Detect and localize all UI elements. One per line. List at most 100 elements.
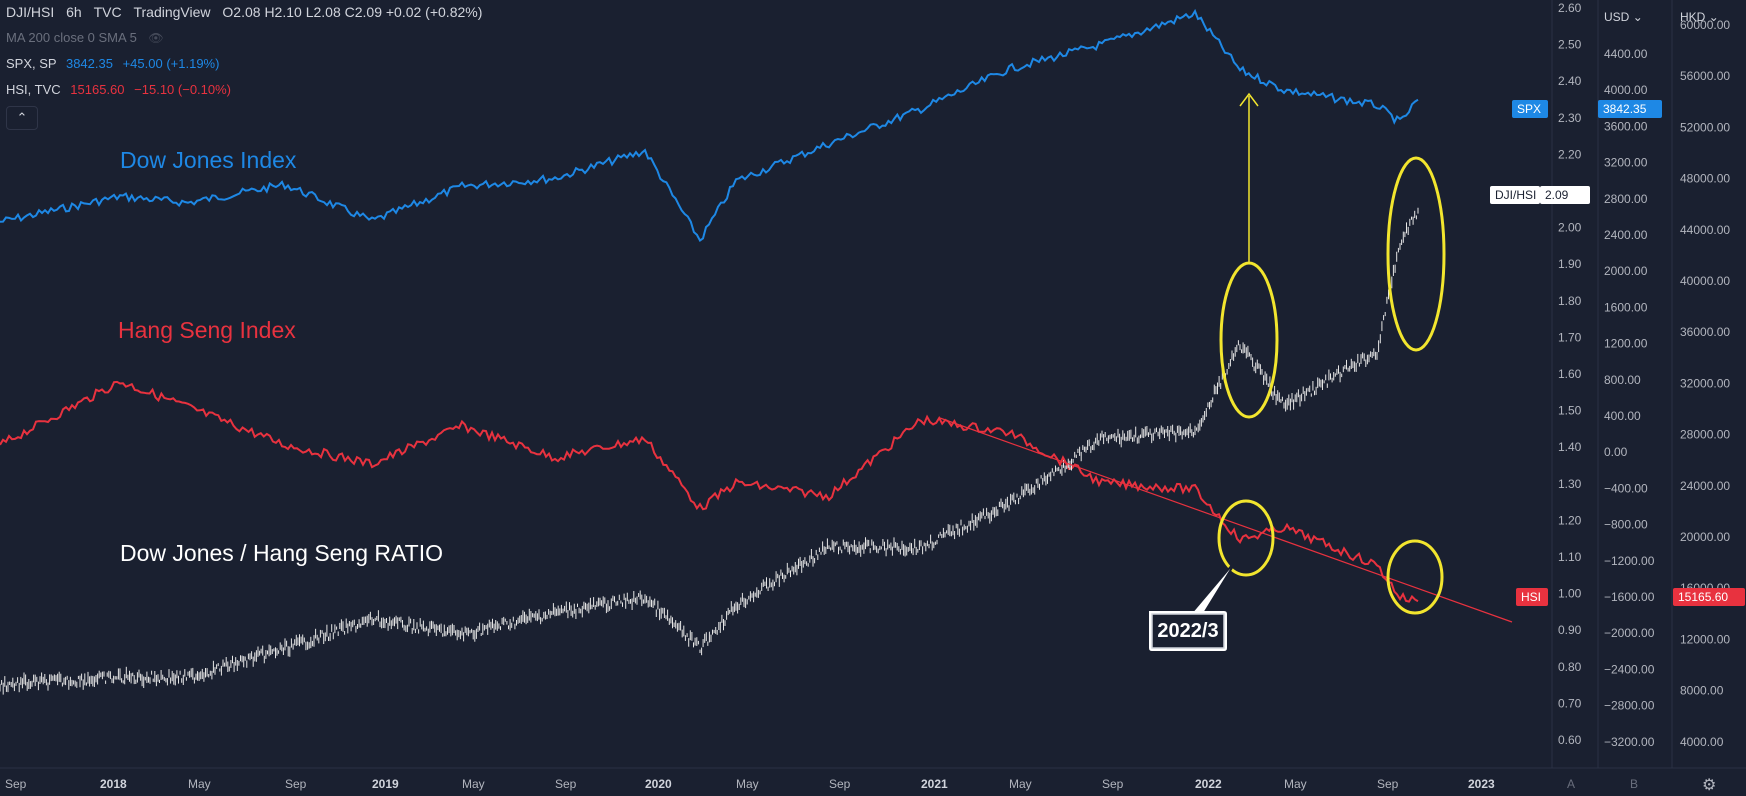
usd-axis-tick: 4400.00 bbox=[1604, 47, 1648, 61]
spx-name-tag-bg bbox=[1512, 100, 1548, 118]
highlight-ellipse-2022-hsi[interactable] bbox=[1217, 499, 1275, 577]
usd-currency-selector[interactable]: USD ⌄ bbox=[1604, 10, 1643, 24]
ratio-name-tag-bg bbox=[1490, 186, 1540, 204]
arrow-head-icon bbox=[1239, 92, 1259, 107]
usd-axis-tick: 2800.00 bbox=[1604, 192, 1648, 206]
ratio-axis-tick: 1.00 bbox=[1558, 587, 1582, 601]
hsi-name-tag-text: HSI bbox=[1521, 590, 1541, 604]
ratio-axis-tick: 1.50 bbox=[1558, 404, 1582, 418]
hkd-axis-tick: 52000.00 bbox=[1680, 120, 1730, 134]
time-axis-tick: 2018 bbox=[100, 777, 127, 791]
legend-hsi-value: 15165.60 bbox=[70, 82, 125, 97]
hsi-name-tag[interactable]: HSI bbox=[1516, 588, 1548, 606]
time-axis-tick: 2019 bbox=[372, 777, 399, 791]
usd-axis-tick: −1600.00 bbox=[1604, 590, 1655, 604]
legend-collapse-button[interactable]: ⌃ bbox=[6, 106, 38, 130]
legend-ma-text: MA 200 close 0 SMA 5 bbox=[6, 30, 137, 45]
usd-axis-tick: −1200.00 bbox=[1604, 554, 1655, 568]
spx-name-tag[interactable]: SPX bbox=[1512, 100, 1548, 118]
highlight-ellipse-2022-10-ratio[interactable] bbox=[1386, 156, 1446, 352]
time-axis-tick: Sep bbox=[1102, 777, 1124, 791]
hkd-axis-tick: 36000.00 bbox=[1680, 325, 1730, 339]
legend-spx-value: 3842.35 bbox=[65, 56, 113, 71]
hkd-axis-tick: 12000.00 bbox=[1680, 632, 1730, 646]
hkd-axis-tick: 32000.00 bbox=[1680, 376, 1730, 390]
hkd-axis-tick: 8000.00 bbox=[1680, 684, 1724, 698]
ratio-axis-tick: 2.40 bbox=[1558, 74, 1582, 88]
ratio-axis-tick: 2.50 bbox=[1558, 38, 1582, 52]
time-axis-tick: Sep bbox=[555, 777, 577, 791]
legend-hsi[interactable]: HSI, TVC 15165.60 −15.10 (−0.10%) bbox=[6, 82, 231, 97]
hkd-axis-tick: 24000.00 bbox=[1680, 479, 1730, 493]
hkd-axis-tick: 4000.00 bbox=[1680, 735, 1724, 749]
scale-b-button[interactable]: B bbox=[1630, 777, 1638, 791]
gear-icon[interactable]: ⚙ bbox=[1702, 777, 1716, 794]
legend-ma[interactable]: MA 200 close 0 SMA 5 👁 bbox=[6, 30, 164, 45]
usd-axis-tick: 3600.00 bbox=[1604, 119, 1648, 133]
hkd-axis-tick: 48000.00 bbox=[1680, 172, 1730, 186]
spx-price-tag-bg bbox=[1598, 100, 1662, 118]
ratio-axis-tick: 0.80 bbox=[1558, 660, 1582, 674]
ratio-axis-tick: 1.30 bbox=[1558, 477, 1582, 491]
ratio-axis-tick: 2.30 bbox=[1558, 111, 1582, 125]
ratio-axis-tick: 1.80 bbox=[1558, 294, 1582, 308]
spx-name-tag-text: SPX bbox=[1517, 102, 1541, 116]
callout-2022-3-inner bbox=[1151, 613, 1225, 649]
hsi-price-tag[interactable]: 15165.60 bbox=[1673, 588, 1745, 606]
chevron-down-icon: ⌄ bbox=[1632, 10, 1643, 24]
ratio-price-tag[interactable]: 2.09 bbox=[1540, 186, 1590, 204]
spx-series-line[interactable] bbox=[0, 8, 1419, 242]
legend-spx[interactable]: SPX, SP 3842.35 +45.00 (+1.19%) bbox=[6, 56, 219, 71]
legend-spx-symbol: SPX, SP bbox=[6, 56, 57, 71]
annotation-dow-jones-index: Dow Jones Index bbox=[120, 147, 297, 173]
ratio-axis-tick: 2.20 bbox=[1558, 147, 1582, 161]
plot-area[interactable]: 2022/3 Dow Jones Index Hang Seng Index Dow … bbox=[0, 8, 1513, 695]
time-axis-tick: Sep bbox=[5, 777, 27, 791]
ratio-axis-tick: 1.70 bbox=[1558, 330, 1582, 344]
time-axis-tick: May bbox=[188, 777, 211, 791]
hsi-trend-line[interactable] bbox=[939, 417, 1513, 623]
hkd-currency-selector[interactable]: HKD ⌄ bbox=[1680, 10, 1719, 24]
hkd-axis-tick: 44000.00 bbox=[1680, 223, 1730, 237]
time-axis-tick: May bbox=[736, 777, 759, 791]
highlight-ellipse-2022-10-hsi[interactable] bbox=[1386, 539, 1444, 615]
ratio-axis-tick: 1.60 bbox=[1558, 367, 1582, 381]
hsi-price-tag-text: 15165.60 bbox=[1678, 590, 1728, 604]
usd-axis-tick: −2800.00 bbox=[1604, 699, 1655, 713]
legend-main-symbol: DJI/HSI bbox=[6, 4, 55, 20]
usd-axis-tick: 1200.00 bbox=[1604, 337, 1648, 351]
ratio-axis-tick: 1.90 bbox=[1558, 257, 1582, 271]
time-axis-tick: Sep bbox=[829, 777, 851, 791]
annotation-ratio: Dow Jones / Hang Seng RATIO bbox=[120, 540, 443, 566]
ratio-name-tag[interactable]: DJI/HSI bbox=[1490, 186, 1540, 204]
usd-axis-tick: 3200.00 bbox=[1604, 156, 1648, 170]
usd-axis-tick: −3200.00 bbox=[1604, 735, 1655, 749]
hkd-axis-tick: 60000.00 bbox=[1680, 18, 1730, 32]
eye-hidden-icon[interactable]: 👁 bbox=[148, 31, 164, 45]
legend-main-interval: 6h bbox=[66, 4, 82, 20]
time-axis-tick: May bbox=[1284, 777, 1307, 791]
usd-axis-tick: 4000.00 bbox=[1604, 83, 1648, 97]
usd-axis-tick: 2000.00 bbox=[1604, 264, 1648, 278]
hsi-series-line[interactable] bbox=[0, 380, 1419, 603]
ratio-axis-tick: 0.60 bbox=[1558, 733, 1582, 747]
usd-axis-tick: 1600.00 bbox=[1604, 300, 1648, 314]
scale-a-button[interactable]: A bbox=[1567, 777, 1575, 791]
hkd-axis-tick: 28000.00 bbox=[1680, 428, 1730, 442]
hsi-name-tag-bg bbox=[1516, 588, 1548, 606]
ratio-series-bars[interactable] bbox=[0, 207, 1419, 695]
hsi-price-tag-bg bbox=[1673, 588, 1745, 606]
legend-main[interactable]: DJI/HSI 6h TVC TradingView O2.08 H2.10 L… bbox=[6, 4, 482, 20]
usd-axis-tick: −2000.00 bbox=[1604, 626, 1655, 640]
usd-axis-tick: −800.00 bbox=[1604, 518, 1648, 532]
callout-2022-3-label: 2022/3 bbox=[1157, 620, 1218, 642]
spx-price-tag[interactable]: 3842.35 bbox=[1598, 100, 1662, 118]
legend-spx-change: +45.00 (+1.19%) bbox=[122, 56, 220, 71]
time-axis-tick: Sep bbox=[285, 777, 307, 791]
usd-axis-tick: 800.00 bbox=[1604, 373, 1641, 387]
ratio-price-tag-text: 2.09 bbox=[1545, 188, 1569, 202]
legend-main-ohlc: O2.08 H2.10 L2.08 C2.09 +0.02 (+0.82%) bbox=[222, 4, 483, 20]
ratio-axis-tick: 2.60 bbox=[1558, 1, 1582, 15]
